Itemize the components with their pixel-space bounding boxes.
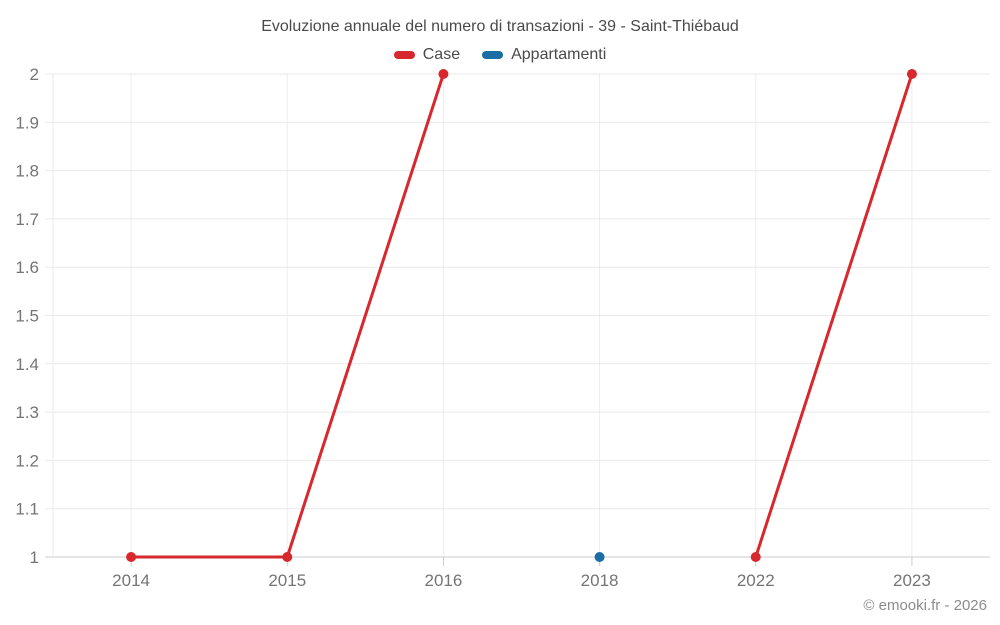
y-tick-label-1.3: 1.3 — [15, 403, 39, 422]
x-tick-label-2018: 2018 — [581, 571, 619, 590]
legend-swatch-case — [393, 51, 415, 59]
series-line-case — [754, 72, 914, 559]
legend-label-case: Case — [422, 46, 461, 63]
data-point-case-2023[interactable] — [906, 69, 917, 79]
y-tick-label-1.8: 1.8 — [15, 162, 39, 181]
y-tick-label-2: 2 — [30, 65, 39, 84]
legend-swatch-appartamenti — [482, 51, 504, 59]
chart-title: Evoluzione annuale del numero di transaz… — [261, 18, 739, 35]
y-tick-label-1.4: 1.4 — [15, 355, 39, 374]
y-tick-label-1.7: 1.7 — [15, 210, 39, 229]
legend-item-appartamenti[interactable]: Appartamenti — [482, 46, 606, 64]
x-tick-label-2023: 2023 — [893, 571, 931, 590]
y-tick-label-1.1: 1.1 — [15, 500, 39, 519]
x-tick-label-2016: 2016 — [425, 571, 463, 590]
data-point-case-2014[interactable] — [126, 552, 137, 562]
y-tick-label-1.2: 1.2 — [15, 451, 39, 470]
y-tick-label-1.5: 1.5 — [15, 307, 39, 326]
x-tick-label-2015: 2015 — [268, 571, 306, 590]
chart-legend: Case Appartamenti — [0, 46, 1000, 64]
legend-item-case[interactable]: Case — [393, 46, 461, 64]
data-point-appartamenti-2018[interactable] — [594, 552, 605, 562]
attribution-text: © emooki.fr - 2026 — [863, 597, 987, 614]
data-point-case-2016[interactable] — [438, 69, 449, 79]
data-point-case-2015[interactable] — [282, 552, 293, 562]
x-tick-label-2022: 2022 — [737, 571, 775, 590]
y-tick-label-1: 1 — [30, 548, 39, 567]
data-point-case-2022[interactable] — [750, 552, 761, 562]
legend-label-appartamenti: Appartamenti — [511, 46, 607, 63]
y-tick-label-1.6: 1.6 — [15, 258, 39, 277]
x-tick-label-2014: 2014 — [112, 571, 150, 590]
y-tick-label-1.9: 1.9 — [15, 113, 39, 132]
